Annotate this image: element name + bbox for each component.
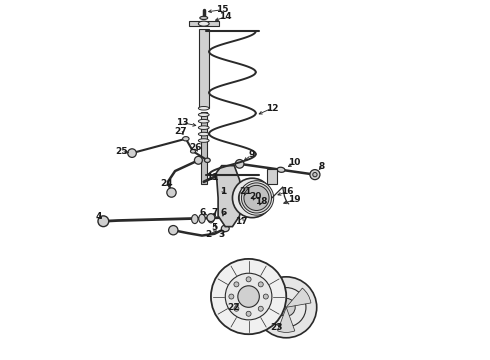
Text: 24: 24 xyxy=(161,179,173,188)
Text: 12: 12 xyxy=(266,104,278,113)
Bar xyxy=(267,169,277,184)
Circle shape xyxy=(246,311,251,316)
Circle shape xyxy=(310,170,320,180)
Text: 16: 16 xyxy=(281,187,294,196)
Circle shape xyxy=(195,156,202,164)
Ellipse shape xyxy=(183,136,189,141)
Ellipse shape xyxy=(200,16,208,19)
Ellipse shape xyxy=(198,132,209,136)
Text: 11: 11 xyxy=(206,173,219,182)
Circle shape xyxy=(267,288,306,327)
Circle shape xyxy=(128,149,136,157)
Circle shape xyxy=(234,282,239,287)
Text: 2: 2 xyxy=(205,230,212,239)
Text: 10: 10 xyxy=(288,158,301,167)
Wedge shape xyxy=(286,288,311,307)
Bar xyxy=(201,112,207,184)
Circle shape xyxy=(239,181,274,215)
Text: 14: 14 xyxy=(219,12,232,21)
Bar xyxy=(189,22,219,26)
Circle shape xyxy=(167,188,176,197)
Wedge shape xyxy=(262,288,286,307)
Text: 17: 17 xyxy=(235,217,248,226)
Circle shape xyxy=(277,298,295,316)
Text: 1: 1 xyxy=(220,187,226,196)
Circle shape xyxy=(169,226,178,235)
Ellipse shape xyxy=(192,215,198,224)
Circle shape xyxy=(246,277,251,282)
Text: 9: 9 xyxy=(248,150,255,159)
Text: 27: 27 xyxy=(174,127,187,136)
Text: 21: 21 xyxy=(240,187,252,196)
Circle shape xyxy=(258,306,263,311)
Text: 6: 6 xyxy=(199,208,206,217)
Text: 22: 22 xyxy=(227,303,240,312)
Polygon shape xyxy=(216,166,242,226)
Circle shape xyxy=(234,306,239,311)
Circle shape xyxy=(225,273,272,320)
Wedge shape xyxy=(278,307,295,332)
Ellipse shape xyxy=(198,120,209,123)
Circle shape xyxy=(229,294,234,299)
Circle shape xyxy=(245,191,259,205)
Text: 7: 7 xyxy=(211,208,218,217)
Text: 18: 18 xyxy=(255,197,268,206)
Text: 23: 23 xyxy=(270,323,283,332)
Ellipse shape xyxy=(199,214,205,223)
Circle shape xyxy=(211,259,286,334)
Circle shape xyxy=(232,178,272,218)
Text: 3: 3 xyxy=(219,230,225,239)
Text: 13: 13 xyxy=(176,118,189,127)
Bar xyxy=(199,30,209,108)
Circle shape xyxy=(242,183,271,213)
Ellipse shape xyxy=(208,214,214,223)
Circle shape xyxy=(263,294,269,299)
Ellipse shape xyxy=(221,225,229,231)
Circle shape xyxy=(239,184,266,212)
Circle shape xyxy=(256,277,317,338)
Circle shape xyxy=(235,159,244,168)
Ellipse shape xyxy=(198,107,209,110)
Text: 25: 25 xyxy=(115,147,127,156)
Text: 26: 26 xyxy=(189,143,202,152)
Circle shape xyxy=(238,286,259,307)
Text: 4: 4 xyxy=(96,212,102,221)
Ellipse shape xyxy=(277,167,285,172)
Ellipse shape xyxy=(191,149,196,153)
Circle shape xyxy=(98,216,109,226)
Text: 8: 8 xyxy=(319,162,325,171)
Circle shape xyxy=(258,282,263,287)
Text: 20: 20 xyxy=(249,192,261,201)
Ellipse shape xyxy=(198,113,209,117)
Text: 6: 6 xyxy=(220,208,226,217)
Ellipse shape xyxy=(198,126,209,130)
Text: 15: 15 xyxy=(216,5,229,14)
Circle shape xyxy=(313,172,317,177)
Ellipse shape xyxy=(198,21,209,26)
Ellipse shape xyxy=(198,139,209,142)
Text: 5: 5 xyxy=(211,223,218,232)
Circle shape xyxy=(244,185,269,211)
Ellipse shape xyxy=(207,214,215,222)
Text: 19: 19 xyxy=(288,195,301,204)
Ellipse shape xyxy=(204,158,210,162)
